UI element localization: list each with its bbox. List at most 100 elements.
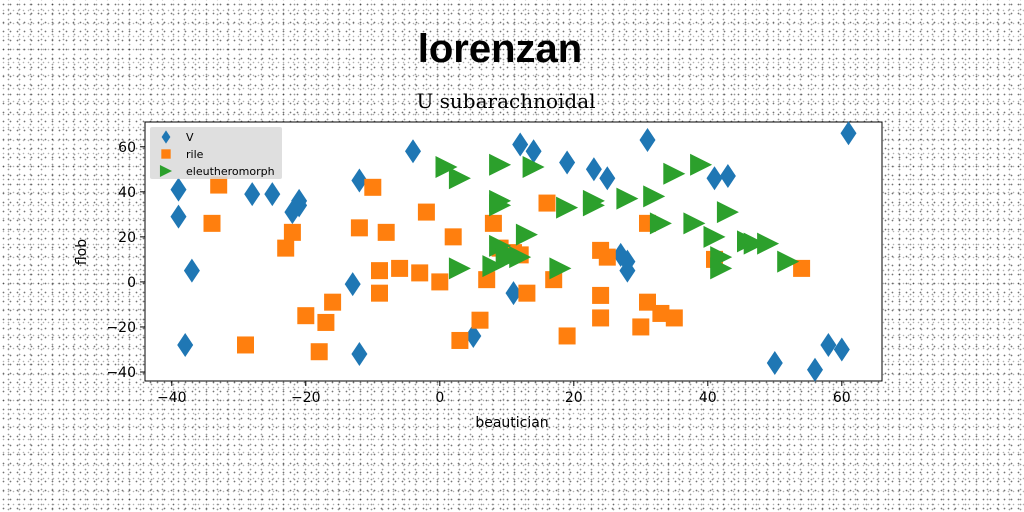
point-rile bbox=[411, 264, 429, 282]
point-eleutheromorph bbox=[743, 232, 766, 255]
point-v bbox=[585, 157, 602, 182]
point-v bbox=[351, 168, 368, 193]
y-tick-label: 40 bbox=[118, 185, 136, 201]
y-axis: −40 −20 0 20 40 60 bbox=[106, 140, 145, 381]
chart-title: lorenzan bbox=[418, 27, 582, 71]
point-rile bbox=[639, 293, 656, 311]
point-rile bbox=[665, 309, 683, 327]
data-points bbox=[170, 121, 857, 382]
y-tick-label: 20 bbox=[118, 230, 136, 246]
point-eleutheromorph bbox=[515, 223, 538, 246]
point-eleutheromorph bbox=[448, 257, 471, 280]
y-tick-label: −40 bbox=[106, 365, 136, 381]
y-tick-label: 0 bbox=[127, 275, 136, 291]
point-rile bbox=[210, 176, 228, 194]
point-eleutheromorph bbox=[556, 196, 579, 219]
point-rile bbox=[310, 343, 328, 361]
point-eleutheromorph bbox=[757, 232, 780, 255]
legend-marker-rile bbox=[161, 149, 171, 159]
point-v bbox=[719, 164, 736, 189]
point-rile bbox=[297, 307, 315, 325]
point-eleutheromorph bbox=[582, 194, 605, 217]
point-v bbox=[344, 272, 361, 297]
point-v bbox=[840, 121, 857, 146]
point-rile bbox=[417, 203, 435, 221]
point-v bbox=[291, 188, 308, 213]
point-v bbox=[505, 281, 522, 306]
point-rile bbox=[592, 286, 610, 304]
point-rile bbox=[652, 304, 670, 322]
point-eleutheromorph bbox=[522, 156, 545, 179]
point-rile bbox=[283, 223, 301, 241]
point-rile bbox=[317, 313, 335, 331]
point-v bbox=[465, 323, 482, 348]
point-eleutheromorph bbox=[703, 225, 726, 248]
point-v bbox=[170, 177, 187, 202]
point-rile bbox=[237, 336, 254, 354]
x-axis-label: beautician bbox=[475, 415, 548, 431]
legend-marker-v bbox=[161, 130, 171, 144]
point-eleutheromorph bbox=[663, 162, 686, 185]
point-rile bbox=[431, 273, 449, 291]
point-eleutheromorph bbox=[643, 185, 666, 208]
point-v bbox=[559, 150, 576, 175]
point-rile bbox=[538, 194, 556, 212]
point-v bbox=[177, 332, 194, 357]
y-tick-label: −20 bbox=[106, 320, 136, 336]
legend-label-v: V bbox=[186, 131, 194, 144]
y-axis-label: flob bbox=[74, 239, 90, 265]
point-v bbox=[599, 166, 616, 191]
point-v bbox=[264, 182, 281, 207]
x-tick-label: 60 bbox=[833, 390, 851, 406]
point-rile bbox=[558, 327, 576, 345]
point-eleutheromorph bbox=[489, 153, 512, 176]
chart-subtitle: U subarachnoidal bbox=[416, 89, 595, 113]
x-tick-label: −40 bbox=[157, 390, 187, 406]
y-tick-label: 60 bbox=[118, 140, 136, 156]
point-eleutheromorph bbox=[489, 194, 512, 217]
point-eleutheromorph bbox=[616, 187, 639, 210]
point-v bbox=[639, 128, 656, 153]
point-rile bbox=[518, 284, 536, 302]
point-rile bbox=[444, 228, 462, 246]
x-axis: −40 −20 0 20 40 60 bbox=[157, 381, 851, 406]
point-v bbox=[183, 258, 200, 283]
legend-label-rile: rile bbox=[186, 148, 204, 161]
x-tick-label: 20 bbox=[565, 390, 583, 406]
legend-label-eleutheromorph: eleutheromorph bbox=[186, 165, 275, 178]
point-v bbox=[525, 139, 542, 164]
legend-box bbox=[150, 127, 282, 179]
point-rile bbox=[471, 311, 489, 329]
point-v bbox=[170, 204, 187, 229]
point-eleutheromorph bbox=[710, 257, 733, 280]
point-eleutheromorph bbox=[482, 255, 505, 278]
point-rile bbox=[377, 223, 395, 241]
point-rile bbox=[632, 318, 650, 336]
x-tick-label: 0 bbox=[435, 390, 444, 406]
point-rile bbox=[203, 214, 221, 232]
point-eleutheromorph bbox=[509, 246, 532, 269]
point-v bbox=[405, 139, 421, 164]
point-v bbox=[619, 258, 636, 283]
point-rile bbox=[277, 239, 295, 257]
point-v bbox=[807, 357, 823, 382]
point-rile bbox=[592, 309, 610, 327]
point-rile bbox=[324, 293, 342, 311]
point-v bbox=[351, 341, 368, 366]
point-eleutheromorph bbox=[649, 212, 672, 235]
x-tick-label: 40 bbox=[699, 390, 717, 406]
point-eleutheromorph bbox=[549, 257, 572, 280]
point-eleutheromorph bbox=[690, 153, 713, 176]
point-eleutheromorph bbox=[777, 250, 800, 273]
point-v bbox=[766, 350, 783, 375]
point-rile bbox=[371, 262, 388, 280]
point-v bbox=[833, 337, 850, 362]
x-tick-label: −20 bbox=[291, 390, 321, 406]
point-rile bbox=[451, 331, 469, 349]
point-rile bbox=[391, 259, 409, 277]
point-rile bbox=[598, 248, 616, 266]
legend-marker-eleutheromorph bbox=[159, 164, 173, 178]
point-rile bbox=[350, 219, 368, 237]
